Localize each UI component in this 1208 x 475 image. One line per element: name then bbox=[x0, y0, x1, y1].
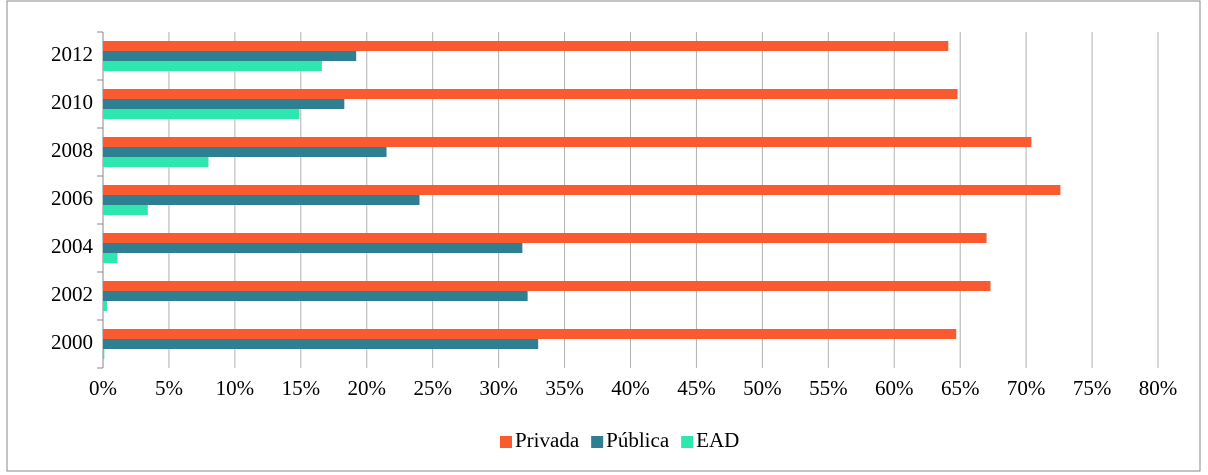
x-tick-label: 70% bbox=[1007, 376, 1046, 400]
x-tick-label: 35% bbox=[545, 376, 584, 400]
bar bbox=[103, 99, 345, 109]
bar bbox=[103, 205, 148, 215]
legend-swatch bbox=[681, 436, 694, 448]
bar bbox=[103, 137, 1032, 147]
bar bbox=[103, 349, 105, 359]
y-tick-label: 2000 bbox=[51, 330, 93, 354]
bar bbox=[103, 253, 118, 263]
x-tick-label: 30% bbox=[479, 376, 518, 400]
y-tick-label: 2010 bbox=[51, 90, 93, 114]
legend-swatch bbox=[500, 436, 512, 448]
x-tick-label: 40% bbox=[611, 376, 650, 400]
y-tick-label: 2012 bbox=[51, 42, 93, 66]
x-tick-label: 60% bbox=[875, 376, 914, 400]
x-tick-label: 20% bbox=[348, 376, 387, 400]
bar bbox=[103, 51, 357, 61]
x-tick-label: 10% bbox=[216, 376, 255, 400]
bar bbox=[103, 281, 991, 291]
x-tick-label: 75% bbox=[1073, 376, 1112, 400]
x-tick-label: 25% bbox=[413, 376, 452, 400]
bar bbox=[103, 157, 209, 167]
bar bbox=[103, 61, 322, 71]
bar bbox=[103, 185, 1061, 195]
bar bbox=[103, 233, 987, 243]
x-tick-label: 80% bbox=[1139, 376, 1178, 400]
bar bbox=[103, 329, 957, 339]
bar bbox=[103, 291, 528, 301]
x-tick-label: 65% bbox=[941, 376, 980, 400]
bar bbox=[103, 89, 958, 99]
x-tick-label: 45% bbox=[677, 376, 716, 400]
legend-label: Privada bbox=[515, 428, 580, 452]
x-tick-label: 5% bbox=[155, 376, 183, 400]
x-tick-label: 0% bbox=[89, 376, 117, 400]
y-tick-label: 2006 bbox=[51, 186, 93, 210]
bar bbox=[103, 243, 523, 253]
bar bbox=[103, 147, 387, 157]
x-tick-label: 15% bbox=[282, 376, 321, 400]
bar bbox=[103, 195, 420, 205]
x-tick-label: 55% bbox=[809, 376, 848, 400]
bar bbox=[103, 301, 107, 311]
chart-frame bbox=[6, 0, 1201, 472]
x-tick-label: 50% bbox=[743, 376, 782, 400]
legend-label: EAD bbox=[696, 428, 739, 452]
legend-swatch bbox=[591, 436, 604, 448]
y-tick-label: 2008 bbox=[51, 138, 93, 162]
bar bbox=[103, 109, 300, 119]
bar bbox=[103, 339, 539, 349]
legend-label: Pública bbox=[606, 428, 670, 452]
y-tick-label: 2002 bbox=[51, 282, 93, 306]
y-tick-label: 2004 bbox=[51, 234, 94, 258]
bar bbox=[103, 41, 949, 51]
